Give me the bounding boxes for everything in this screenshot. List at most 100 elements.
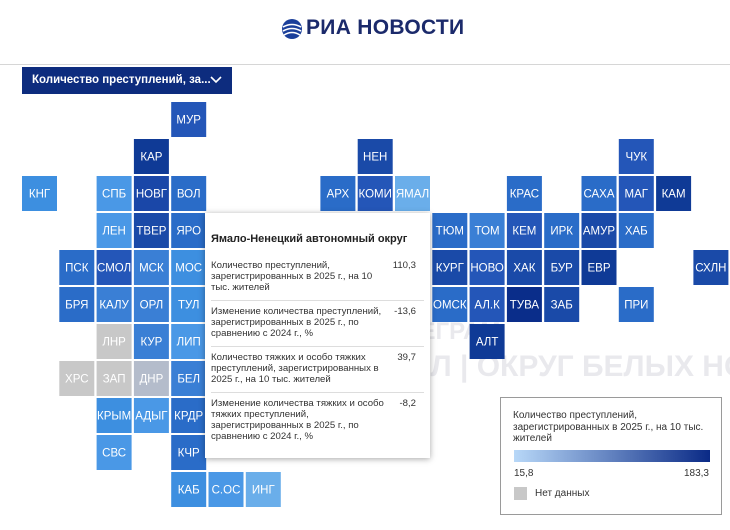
region-tile[interactable] xyxy=(171,287,207,322)
region-tile[interactable] xyxy=(96,324,132,359)
region-label: КОМИ xyxy=(359,189,392,201)
region-tile[interactable] xyxy=(133,176,169,211)
region-tile[interactable] xyxy=(618,139,654,174)
region-label: БЕЛ xyxy=(177,374,200,386)
region-tile[interactable] xyxy=(506,213,542,248)
region-label: КАЛУ xyxy=(99,300,129,312)
region-tile[interactable] xyxy=(133,213,169,248)
tooltip-value: -8,2 xyxy=(399,398,416,409)
region-tile[interactable] xyxy=(133,287,169,322)
legend-max: 183,3 xyxy=(683,468,709,479)
region-tile[interactable] xyxy=(693,250,729,285)
region-tile[interactable] xyxy=(171,213,207,248)
region-tile[interactable] xyxy=(581,250,617,285)
region-tile[interactable] xyxy=(320,176,356,211)
region-tile[interactable] xyxy=(133,250,169,285)
region-label: ТУЛ xyxy=(178,300,200,312)
region-tile[interactable] xyxy=(171,250,207,285)
region-tile[interactable] xyxy=(357,176,393,211)
region-tile[interactable] xyxy=(171,176,207,211)
region-label: СВС xyxy=(102,448,126,460)
region-label: КАР xyxy=(140,152,162,164)
region-label: САХА xyxy=(583,189,614,201)
region-tile[interactable] xyxy=(96,361,132,396)
region-label: ОМСК xyxy=(433,300,467,312)
region-tile[interactable] xyxy=(544,287,580,322)
region-tile[interactable] xyxy=(581,213,617,248)
region-tile[interactable] xyxy=(618,287,654,322)
legend-title: Количество преступлений, зарегистрирован… xyxy=(513,410,704,444)
region-tile[interactable] xyxy=(245,472,281,507)
region-tile[interactable] xyxy=(171,361,207,396)
region-tile[interactable] xyxy=(59,361,95,396)
region-tile[interactable] xyxy=(96,398,132,433)
region-tile[interactable] xyxy=(96,176,132,211)
region-tile[interactable] xyxy=(96,287,132,322)
region-tile[interactable] xyxy=(432,287,468,322)
dropdown-label: Количество преступлений, за... xyxy=(32,74,211,86)
tooltip-label: Изменение количества тяжких и особо тяжк… xyxy=(211,398,384,442)
tooltip: Ямало-Ненецкий автономный округ Количест… xyxy=(205,213,430,458)
region-tile[interactable] xyxy=(133,139,169,174)
region-label: СХЛН xyxy=(695,263,726,275)
region-label: БУР xyxy=(551,263,574,275)
region-tile[interactable] xyxy=(469,324,505,359)
region-tile[interactable] xyxy=(469,250,505,285)
region-tile[interactable] xyxy=(432,250,468,285)
region-label: АЛ.К xyxy=(474,300,500,312)
region-label: ТУВА xyxy=(510,300,540,312)
region-tile[interactable] xyxy=(171,472,207,507)
region-tile[interactable] xyxy=(133,398,169,433)
region-label: СПБ xyxy=(102,189,126,201)
region-tile[interactable] xyxy=(432,213,468,248)
tooltip-value: -13,6 xyxy=(394,306,416,317)
region-tile[interactable] xyxy=(208,472,244,507)
region-tile[interactable] xyxy=(133,324,169,359)
tooltip-label: Изменение количества преступлений, зарег… xyxy=(211,306,382,339)
region-label: КЧР xyxy=(178,448,200,460)
region-label: ЯРО xyxy=(176,226,201,238)
region-label: ЯМАЛ xyxy=(396,189,429,201)
tooltip-row: Изменение количества тяжких и особо тяжк… xyxy=(211,393,424,449)
region-tile[interactable] xyxy=(469,213,505,248)
region-tile[interactable] xyxy=(133,361,169,396)
region-tile[interactable] xyxy=(469,287,505,322)
region-tile[interactable] xyxy=(506,176,542,211)
region-tile[interactable] xyxy=(22,176,57,211)
region-tile[interactable] xyxy=(506,287,542,322)
region-tile[interactable] xyxy=(618,176,654,211)
region-tile[interactable] xyxy=(59,287,95,322)
chevron xyxy=(210,76,222,84)
logo-text: РИА НОВОСТИ xyxy=(306,16,465,39)
region-label: ЗАП xyxy=(103,374,126,386)
region-tile[interactable] xyxy=(59,250,95,285)
region-tile[interactable] xyxy=(544,213,580,248)
region-tile[interactable] xyxy=(506,250,542,285)
divider xyxy=(0,64,730,65)
region-tile[interactable] xyxy=(618,213,654,248)
region-label: МАГ xyxy=(625,189,649,201)
region-label: НЕН xyxy=(363,152,387,164)
region-tile[interactable] xyxy=(96,435,132,470)
region-label: ДНР xyxy=(140,374,164,386)
region-label: ПСК xyxy=(65,263,89,275)
tooltip-label: Количество преступлений, зарегистрирован… xyxy=(211,260,373,293)
region-tile[interactable] xyxy=(171,435,207,470)
region-tile[interactable] xyxy=(96,213,132,248)
region-tile[interactable] xyxy=(581,176,617,211)
legend-no-data: Нет данных xyxy=(535,488,590,499)
region-tile[interactable] xyxy=(171,324,207,359)
region-label: КНГ xyxy=(29,189,51,201)
region-tile[interactable] xyxy=(171,398,207,433)
region-label: КАМ xyxy=(662,189,686,201)
region-tile[interactable] xyxy=(395,176,430,211)
dropdown[interactable]: Количество преступлений, за... xyxy=(22,67,232,94)
region-tile[interactable] xyxy=(357,139,393,174)
region-tile[interactable] xyxy=(171,102,207,137)
region-tile[interactable] xyxy=(544,250,580,285)
region-label: МОС xyxy=(175,263,202,275)
region-label: АЛТ xyxy=(476,337,499,349)
region-tile[interactable] xyxy=(656,176,692,211)
region-label: ЛИП xyxy=(177,337,201,349)
region-tile[interactable] xyxy=(96,250,132,285)
